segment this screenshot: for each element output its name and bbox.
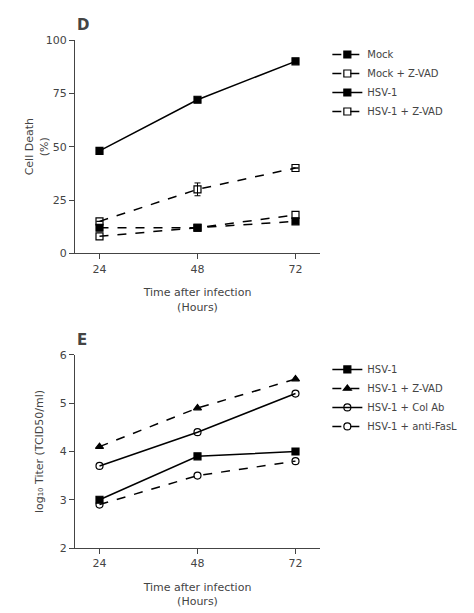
svg-text:24: 24 [93, 557, 107, 570]
svg-text:24: 24 [93, 263, 107, 276]
svg-text:HSV-1 + Z-VAD: HSV-1 + Z-VAD [367, 106, 443, 117]
svg-text:Time after infection(Hours): Time after infection(Hours) [143, 581, 252, 608]
svg-text:D: D [77, 16, 89, 34]
svg-text:log₁₀ Titer (TCID50/ml): log₁₀ Titer (TCID50/ml) [33, 390, 46, 513]
svg-text:HSV-1 + Z-VAD: HSV-1 + Z-VAD [367, 383, 443, 394]
svg-text:HSV-1: HSV-1 [367, 364, 397, 375]
svg-text:48: 48 [191, 263, 205, 276]
svg-text:E: E [77, 331, 87, 349]
svg-text:HSV-1 + anti-FasL: HSV-1 + anti-FasL [367, 421, 457, 432]
svg-text:100: 100 [46, 34, 67, 47]
svg-text:Mock + Z-VAD: Mock + Z-VAD [367, 68, 439, 79]
svg-text:25: 25 [53, 194, 67, 207]
svg-text:Time after infection(Hours): Time after infection(Hours) [143, 286, 252, 313]
svg-text:72: 72 [289, 557, 303, 570]
svg-text:HSV-1: HSV-1 [367, 87, 397, 98]
svg-text:4: 4 [60, 445, 67, 458]
svg-text:6: 6 [60, 349, 67, 362]
svg-text:Mock: Mock [367, 49, 393, 60]
svg-text:3: 3 [60, 494, 67, 507]
svg-text:72: 72 [289, 263, 303, 276]
svg-text:50: 50 [53, 141, 67, 154]
svg-text:0: 0 [60, 247, 67, 260]
svg-text:Cell Death(%): Cell Death(%) [24, 118, 51, 175]
svg-text:48: 48 [191, 557, 205, 570]
svg-text:2: 2 [60, 542, 67, 555]
svg-text:5: 5 [60, 397, 67, 410]
svg-text:HSV-1 + Col Ab: HSV-1 + Col Ab [367, 402, 444, 413]
svg-text:75: 75 [53, 87, 67, 100]
